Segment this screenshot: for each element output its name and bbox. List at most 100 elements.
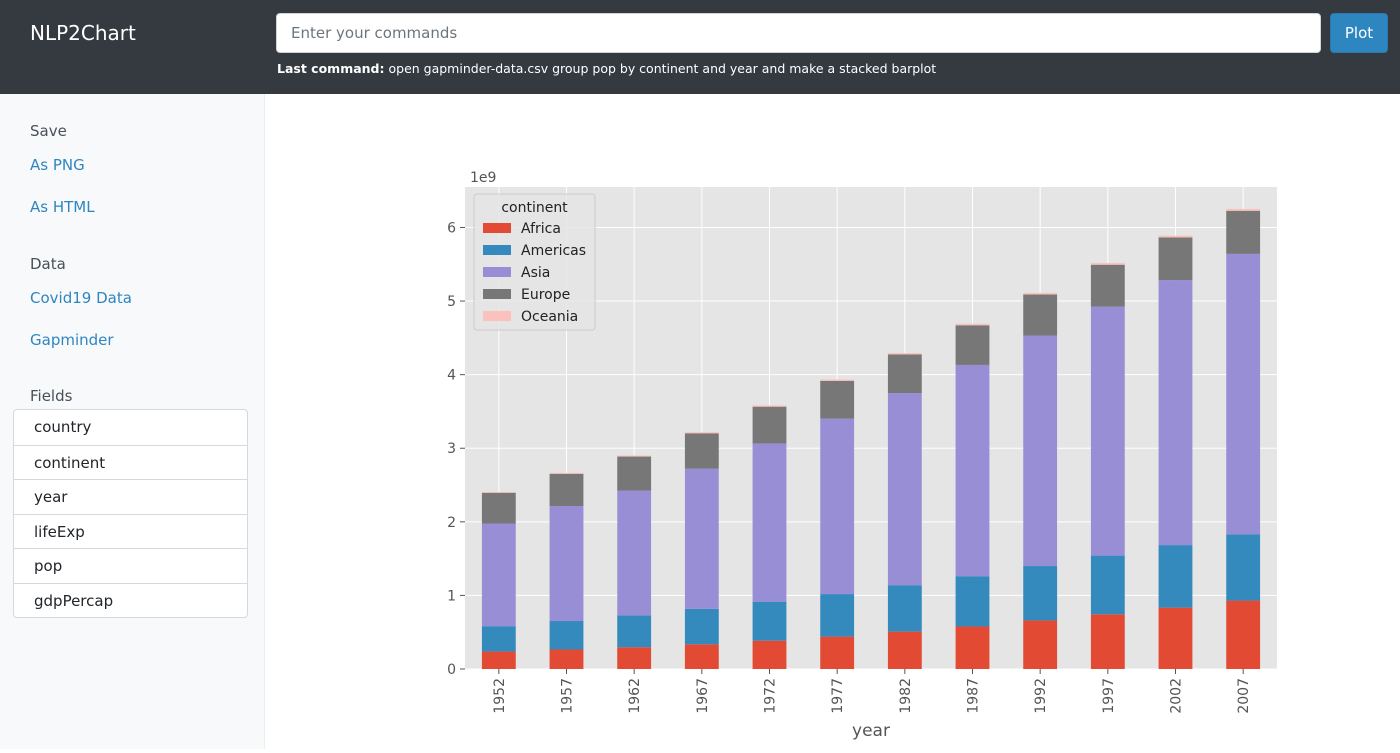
last-command: Last command: open gapminder-data.csv gr… (277, 61, 936, 76)
bar-americas-1962 (617, 615, 652, 648)
covid19-data-link[interactable]: Covid19 Data (30, 289, 132, 307)
legend-label-americas: Americas (521, 243, 586, 259)
legend-swatch-americas (483, 245, 511, 255)
bar-asia-1997 (1090, 306, 1125, 556)
y-scale-label: 1e9 (470, 170, 496, 186)
bar-africa-1962 (617, 647, 652, 669)
bar-africa-1972 (752, 640, 787, 669)
bar-europe-1952 (481, 492, 516, 524)
x-tick-label: 1962 (627, 678, 643, 714)
y-tick-label: 2 (447, 515, 456, 531)
y-tick-label: 4 (447, 368, 456, 384)
bar-americas-2007 (1226, 534, 1261, 601)
bar-africa-2002 (1158, 607, 1193, 669)
bar-asia-2002 (1158, 280, 1193, 546)
bar-asia-1952 (481, 523, 516, 627)
app-brand[interactable]: NLP2Chart (30, 21, 136, 45)
save-heading: Save (30, 122, 67, 140)
bar-europe-1987 (955, 325, 990, 365)
bar-asia-1992 (1023, 335, 1058, 567)
bar-asia-2007 (1226, 253, 1261, 535)
x-tick-label: 1992 (1033, 678, 1049, 714)
bar-africa-1977 (820, 636, 855, 669)
x-axis-label: year (852, 721, 890, 741)
bar-africa-1952 (481, 651, 516, 669)
x-tick-label: 1967 (695, 678, 711, 714)
last-command-text: open gapminder-data.csv group pop by con… (388, 61, 937, 76)
y-tick-label: 5 (447, 294, 456, 310)
bar-oceania-1962 (617, 455, 652, 457)
bar-asia-1967 (684, 468, 719, 609)
field-item-gdppercap[interactable]: gdpPercap (14, 582, 247, 618)
bar-americas-1957 (549, 621, 584, 650)
bar-americas-2002 (1158, 545, 1193, 608)
bar-asia-1982 (887, 393, 922, 586)
bar-europe-1992 (1023, 294, 1058, 336)
bar-europe-1997 (1090, 264, 1125, 307)
y-tick-label: 3 (447, 441, 456, 457)
bar-oceania-1972 (752, 405, 787, 407)
bar-oceania-1982 (887, 353, 922, 355)
bar-americas-1972 (752, 601, 787, 641)
bar-oceania-1987 (955, 323, 990, 326)
legend-label-asia: Asia (521, 265, 550, 281)
save-as-png-link[interactable]: As PNG (30, 156, 85, 174)
bar-africa-1967 (684, 644, 719, 669)
bar-americas-1987 (955, 576, 990, 627)
bars (481, 208, 1261, 669)
bar-americas-1967 (684, 608, 719, 645)
bar-americas-1977 (820, 594, 855, 637)
y-tick-label: 0 (447, 662, 456, 678)
legend-swatch-oceania (483, 311, 511, 321)
x-tick-label: 1977 (830, 678, 846, 714)
data-heading: Data (30, 255, 66, 273)
bar-oceania-1992 (1023, 292, 1058, 295)
bar-americas-1992 (1023, 566, 1058, 621)
legend-swatch-europe (483, 289, 511, 299)
legend-swatch-africa (483, 223, 511, 233)
bar-oceania-1967 (684, 432, 719, 434)
bar-asia-1987 (955, 364, 990, 577)
field-item-lifeexp[interactable]: lifeExp (14, 513, 247, 549)
x-tick-label: 1987 (966, 678, 982, 714)
field-item-country[interactable]: country (34, 418, 92, 436)
x-tick-label: 1952 (492, 678, 508, 714)
field-item-continent[interactable]: continent (14, 444, 247, 480)
top-navbar: NLP2Chart Plot Last command: open gapmin… (0, 0, 1400, 94)
field-item-pop[interactable]: pop (14, 548, 247, 583)
bar-europe-1977 (820, 380, 855, 419)
field-item-year[interactable]: year (14, 479, 247, 514)
legend-swatch-asia (483, 267, 511, 277)
y-tick-label: 1 (447, 588, 456, 604)
x-tick-label: 1957 (560, 678, 576, 714)
x-tick-label: 2007 (1236, 678, 1252, 714)
bar-asia-1957 (549, 506, 584, 622)
axes: 0 1 2 3 4 5 6 1952 1957 1962 1967 1972 1977 1982 1987 1… (447, 220, 1252, 713)
legend-label-africa: Africa (521, 221, 561, 237)
y-tick-label: 6 (447, 220, 456, 236)
save-as-html-link[interactable]: As HTML (30, 198, 95, 216)
bar-europe-2007 (1226, 210, 1261, 254)
fields-list: country continent year lifeExp pop gdpPe… (13, 409, 248, 618)
bar-africa-1982 (887, 631, 922, 669)
plot-button[interactable]: Plot (1330, 13, 1388, 53)
gapminder-link[interactable]: Gapminder (30, 331, 114, 349)
x-tick-label: 1972 (763, 678, 779, 714)
plot-background (465, 187, 1277, 669)
last-command-label: Last command: (277, 61, 385, 76)
bar-europe-1962 (617, 456, 652, 491)
bar-oceania-1957 (549, 472, 584, 474)
bar-asia-1972 (752, 443, 787, 602)
bar-africa-1987 (955, 626, 990, 669)
command-input[interactable] (276, 13, 1321, 53)
bar-europe-1982 (887, 354, 922, 394)
bar-oceania-2002 (1158, 235, 1193, 238)
bar-europe-1957 (549, 473, 584, 507)
x-tick-label: 1982 (898, 678, 914, 714)
legend: continent Africa Americas Asia Europe Oceania (473, 193, 596, 331)
chart-area: 0 1 2 3 4 5 6 1952 1957 1962 1967 1972 1977 1982 1987 1… (265, 94, 1400, 749)
x-tick-label: 1997 (1101, 678, 1117, 714)
bar-oceania-2007 (1226, 208, 1261, 211)
bar-americas-1952 (481, 626, 516, 652)
bar-africa-1957 (549, 649, 584, 669)
